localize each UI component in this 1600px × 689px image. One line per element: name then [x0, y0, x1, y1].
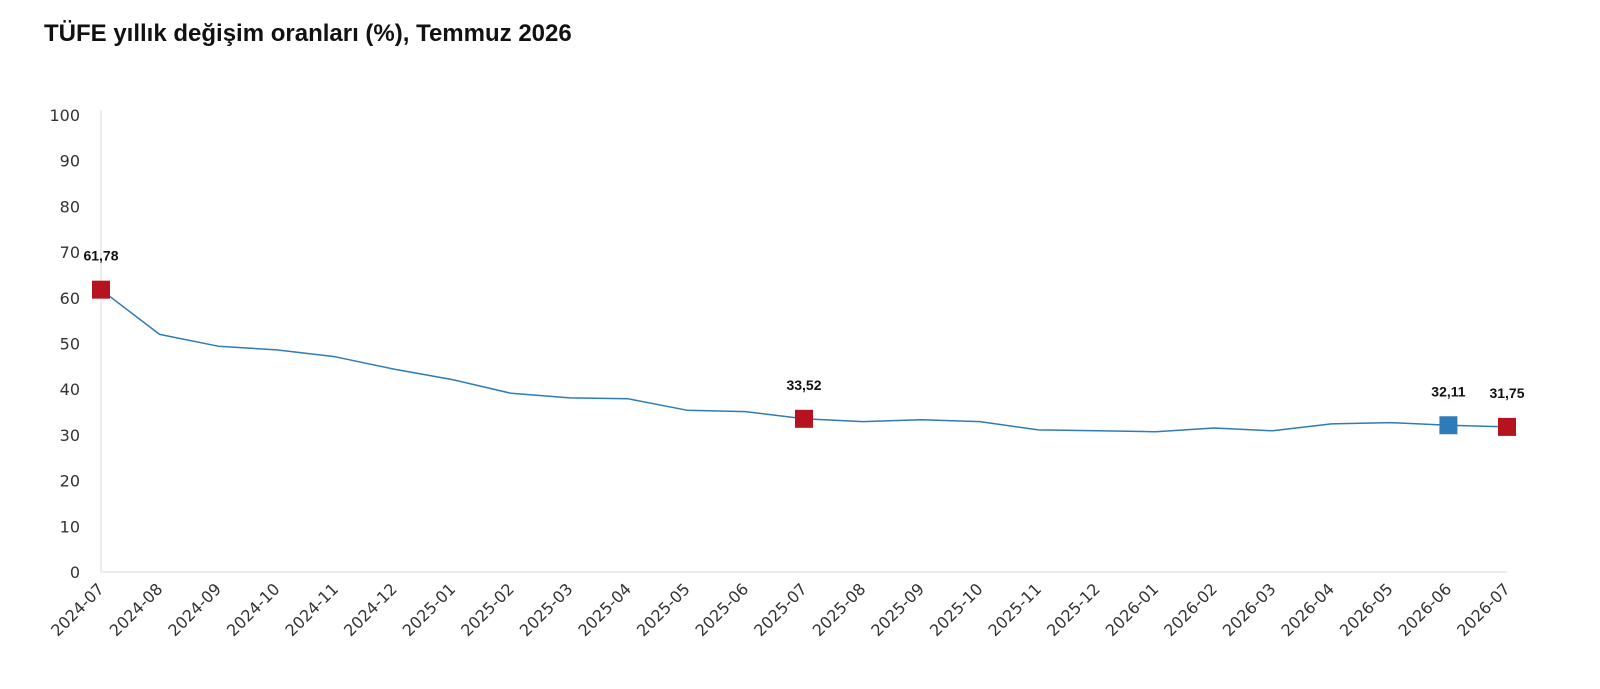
y-tick-label: 10 — [60, 517, 80, 536]
x-tick-label: 2026-05 — [1336, 579, 1397, 640]
y-tick-label: 80 — [60, 197, 80, 216]
x-tick-label: 2025-10 — [926, 579, 987, 640]
x-tick-label: 2024-07 — [47, 579, 108, 640]
x-tick-label: 2025-05 — [633, 579, 694, 640]
x-tick-label: 2024-09 — [164, 579, 225, 640]
y-tick-label: 100 — [49, 106, 80, 125]
y-tick-label: 70 — [60, 243, 80, 262]
data-label: 31,75 — [1489, 385, 1524, 401]
x-tick-label: 2026-06 — [1395, 579, 1456, 640]
data-label: 61,78 — [83, 248, 118, 264]
x-tick-label: 2025-06 — [692, 579, 753, 640]
highlight-marker — [1439, 416, 1458, 435]
x-tick-label: 2025-12 — [1043, 579, 1104, 640]
x-tick-label: 2025-01 — [399, 579, 460, 640]
highlight-marker — [795, 409, 813, 428]
x-tick-label: 2025-11 — [984, 579, 1045, 640]
axes — [100, 110, 1507, 573]
x-tick-label: 2025-02 — [457, 579, 518, 640]
y-tick-label: 30 — [60, 426, 80, 445]
data-label: 32,11 — [1431, 383, 1465, 399]
x-tick-label: 2025-09 — [867, 579, 928, 640]
x-tick-label: 2024-08 — [106, 579, 167, 640]
y-tick-label: 90 — [60, 152, 80, 171]
y-tick-label: 20 — [60, 472, 80, 491]
x-tick-label: 2026-02 — [1160, 579, 1221, 640]
x-tick-label: 2024-10 — [223, 579, 284, 640]
y-tick-label: 40 — [60, 380, 80, 399]
x-tick-label: 2026-04 — [1277, 579, 1338, 640]
highlight-marker — [92, 280, 110, 299]
data-labels: 61,78 33,52 32,11 31,75 — [83, 248, 1524, 401]
x-tick-label: 2026-01 — [1102, 579, 1163, 640]
x-tick-label: 2024-11 — [281, 579, 342, 640]
x-tick-label: 2025-07 — [750, 579, 811, 640]
x-tick-label: 2026-07 — [1453, 579, 1514, 640]
y-tick-label: 50 — [60, 335, 80, 354]
y-tick-label: 0 — [70, 563, 80, 582]
x-axis-ticks: 2024-072024-082024-092024-102024-112024-… — [47, 579, 1514, 640]
y-axis-ticks: 0 10 20 30 40 50 60 70 80 90 100 — [49, 106, 80, 582]
x-tick-label: 2024-12 — [340, 579, 401, 640]
data-label: 33,52 — [786, 377, 821, 393]
x-tick-label: 2025-08 — [809, 579, 870, 640]
y-tick-label: 60 — [60, 289, 80, 308]
highlight-marker — [1498, 417, 1516, 436]
x-tick-label: 2025-04 — [574, 579, 635, 640]
highlight-markers — [92, 280, 1516, 436]
x-tick-label: 2025-03 — [516, 579, 577, 640]
x-tick-label: 2026-03 — [1219, 579, 1280, 640]
chart-title: TÜFE yıllık değişim oranları (%), Temmuz… — [44, 20, 572, 47]
